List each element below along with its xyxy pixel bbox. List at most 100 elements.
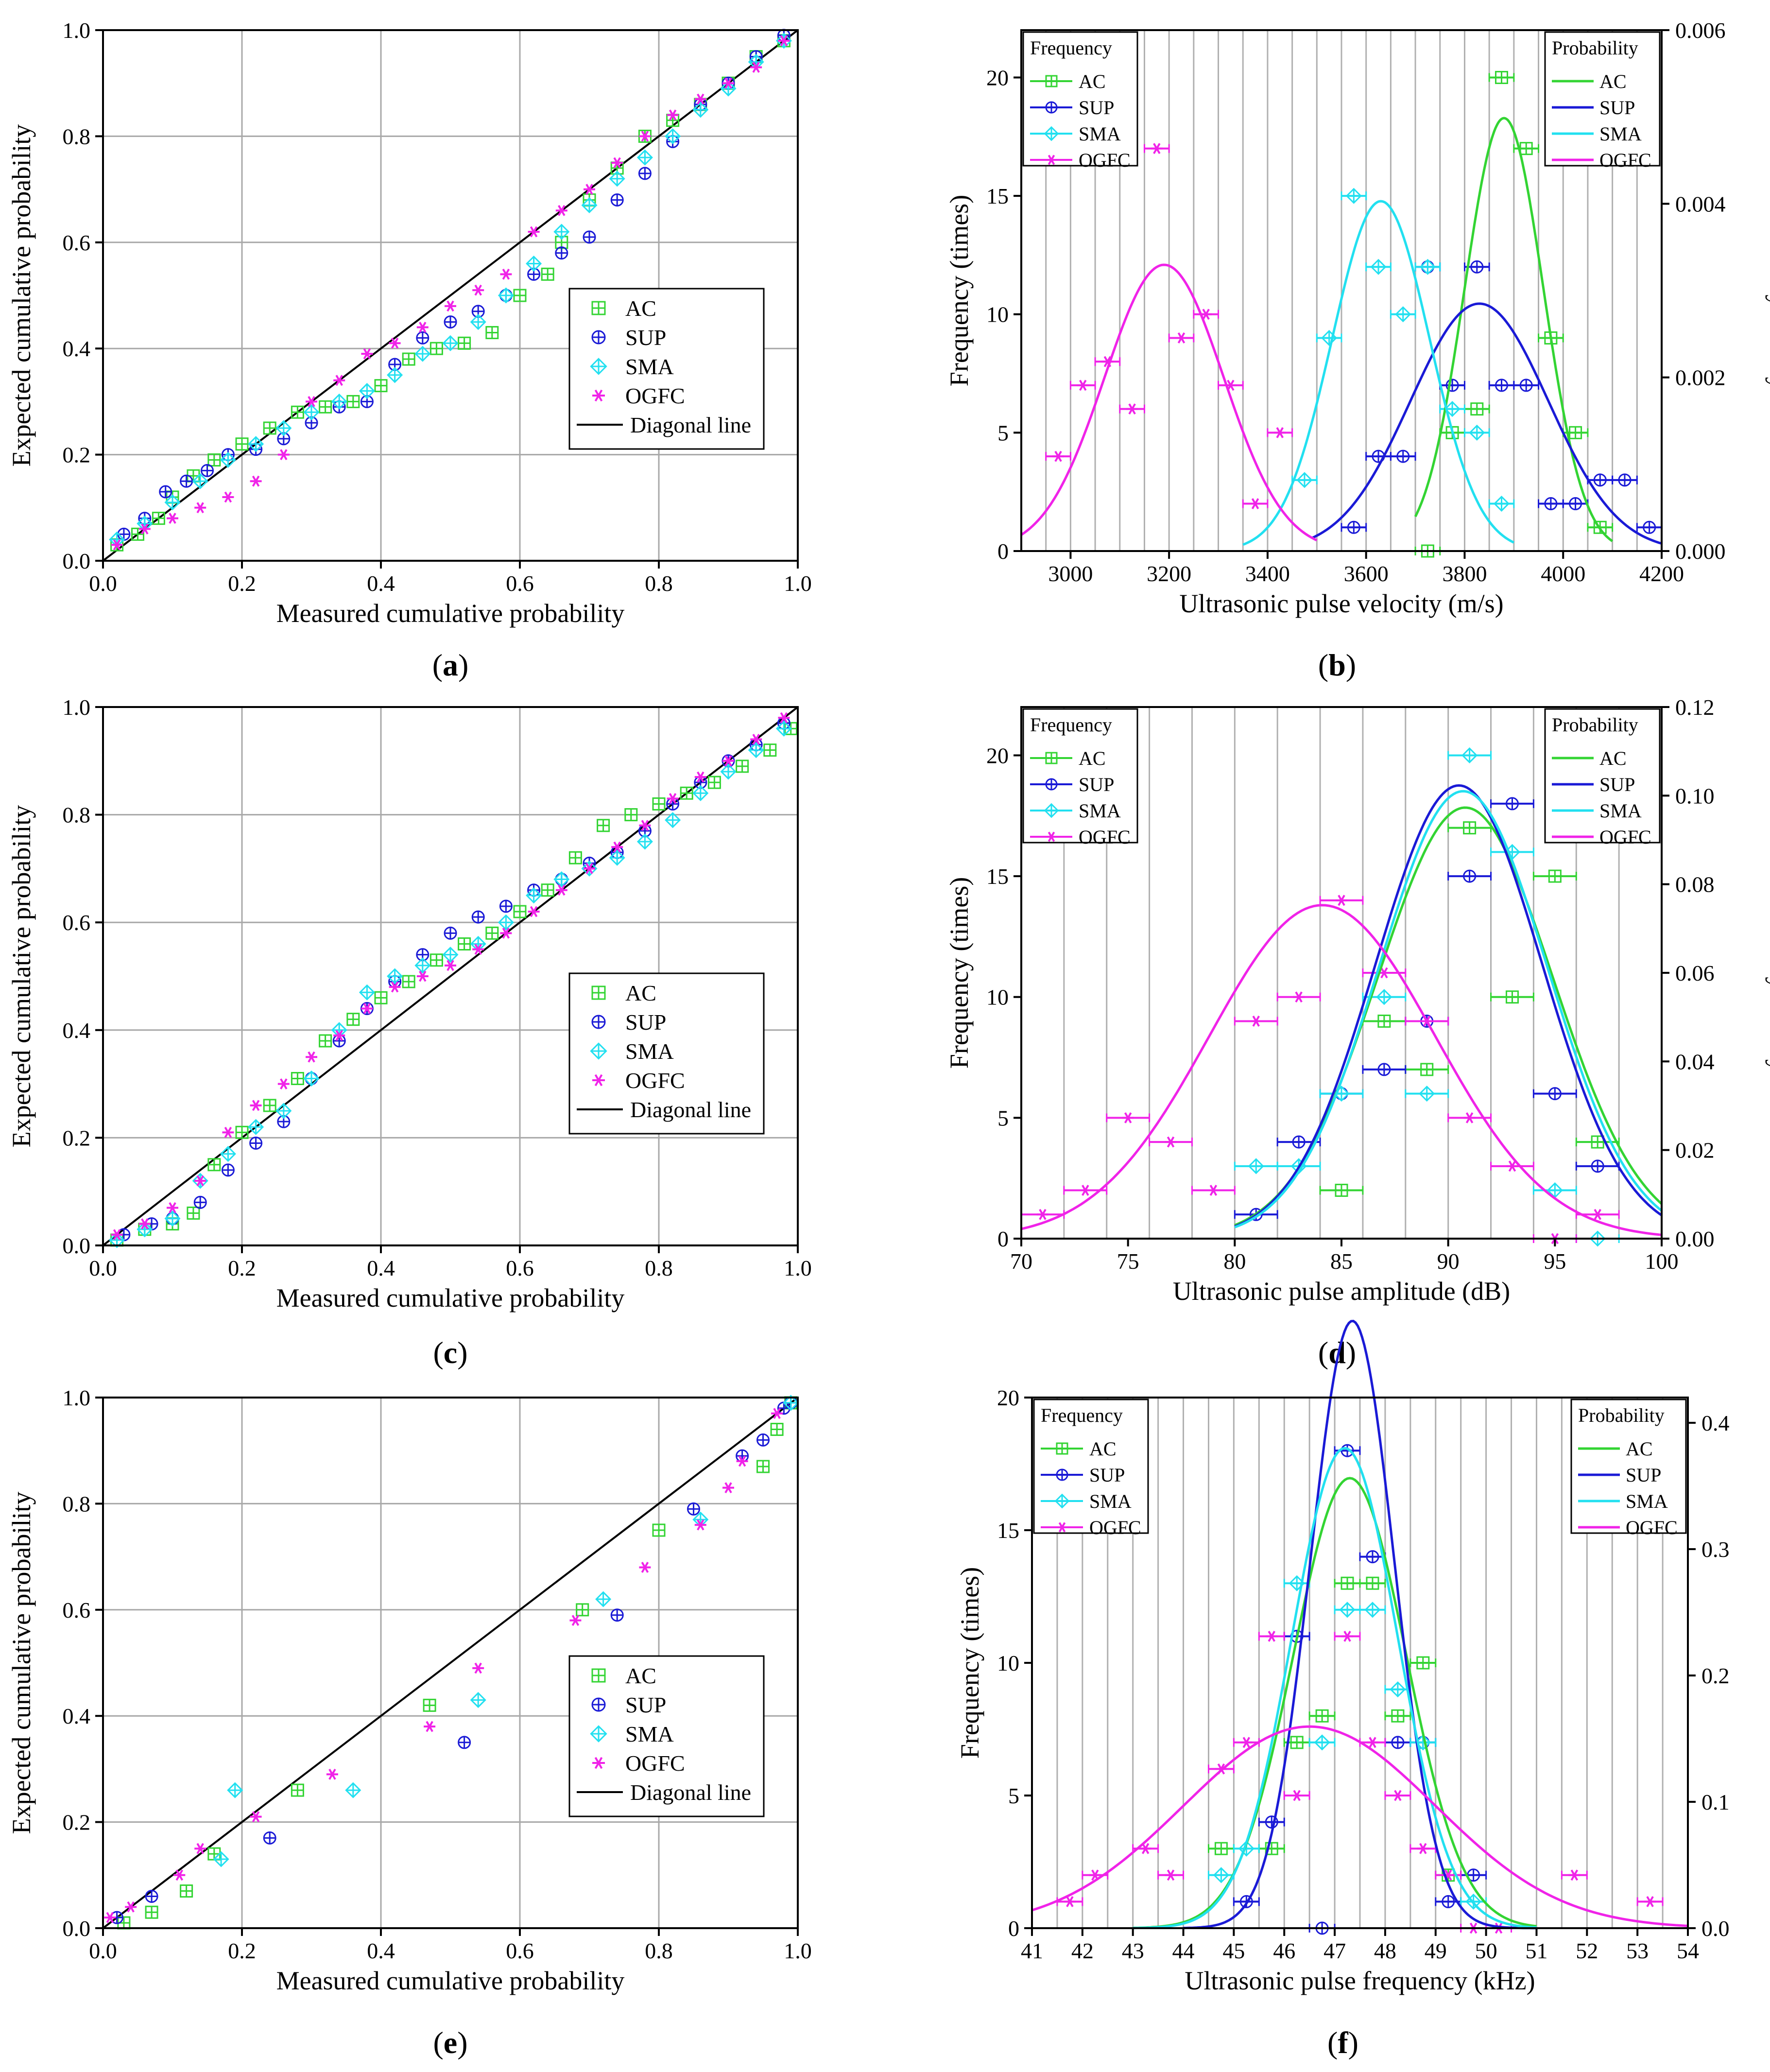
freq-point-sup xyxy=(1618,473,1632,487)
legend-label-sup: SUP xyxy=(1599,97,1635,119)
point-sup xyxy=(201,464,214,477)
y-tick-label: 0.8 xyxy=(63,1491,91,1516)
point-ogfc xyxy=(771,1408,783,1419)
point-sma xyxy=(345,1782,361,1798)
point-ac xyxy=(319,1034,332,1048)
panel-label-f: (f) xyxy=(1327,2025,1358,2060)
y-tick-label: 20 xyxy=(986,65,1009,90)
point-sma xyxy=(720,763,737,780)
point-ogfc xyxy=(333,1030,345,1041)
freq-point-ac xyxy=(1416,1656,1430,1670)
point-sma xyxy=(192,473,208,489)
legend-marker-ogfc xyxy=(1057,1522,1067,1533)
point-sup xyxy=(471,910,485,924)
point-ogfc xyxy=(555,205,567,216)
point-sma xyxy=(414,345,431,362)
point-ogfc xyxy=(778,35,790,47)
legend-label-sup: SUP xyxy=(1626,1464,1661,1486)
point-sup xyxy=(638,167,652,180)
freq-bin-ac xyxy=(1384,1709,1411,1723)
point-sma xyxy=(470,314,486,330)
legend-title-frequency: Frequency xyxy=(1030,714,1112,736)
point-ogfc xyxy=(667,109,679,121)
fit-curve-ogfc xyxy=(1020,263,1318,542)
x-tick-label: 3600 xyxy=(1344,561,1389,586)
legend-marker-sup xyxy=(1045,101,1058,114)
freq-bin-sma xyxy=(1359,1602,1386,1618)
legend-label-ac: AC xyxy=(1079,70,1106,92)
point-sma xyxy=(248,1119,264,1135)
point-sup xyxy=(555,246,568,260)
x-tick-label: 4000 xyxy=(1541,561,1585,586)
legend-marker-sup xyxy=(591,1697,606,1712)
freq-point-ogfc xyxy=(1151,143,1163,155)
freq-bin-ogfc xyxy=(1409,1843,1437,1854)
legend-marker-ogfc xyxy=(1046,155,1057,165)
freq-bin-sma xyxy=(1233,1840,1260,1857)
point-ac xyxy=(235,437,249,451)
point-sup xyxy=(444,926,457,940)
point-ac xyxy=(624,808,638,822)
point-sma xyxy=(636,149,653,166)
plot-frame xyxy=(102,706,799,1246)
legend-label-sma: SMA xyxy=(625,354,674,379)
point-ogfc xyxy=(445,300,456,312)
freq-bin-sma xyxy=(1283,1575,1310,1591)
freq-point-ogfc xyxy=(1200,309,1212,320)
point-sma xyxy=(220,1146,236,1162)
legend-label-ogfc: OGFC xyxy=(625,1751,685,1776)
freq-bin-sup xyxy=(1575,1159,1620,1173)
x-tick-label: 0.6 xyxy=(506,571,534,596)
freq-point-sup xyxy=(1391,1736,1405,1749)
freq-point-sma xyxy=(1395,306,1411,323)
y2-tick-label: 0.002 xyxy=(1675,365,1726,390)
point-ogfc xyxy=(333,375,345,386)
point-ac xyxy=(597,819,610,832)
panel-label-e: (e) xyxy=(433,2025,467,2060)
freq-bin-ac xyxy=(1405,1063,1449,1076)
point-sup xyxy=(756,1433,770,1447)
point-ogfc xyxy=(389,981,401,993)
point-ac xyxy=(485,926,499,940)
legend-label-ac: AC xyxy=(625,981,656,1005)
freq-bin-ac xyxy=(1359,1576,1386,1590)
y-tick-label: 5 xyxy=(1008,1783,1019,1808)
y2-axis-title: Probability density xyxy=(1765,873,1770,1072)
point-sma xyxy=(526,887,542,904)
point-ac xyxy=(346,395,360,408)
point-ogfc xyxy=(528,906,540,917)
legend-label-ogfc: OGFC xyxy=(1079,826,1131,848)
freq-bin-ac xyxy=(1490,990,1534,1004)
point-ogfc xyxy=(694,1519,706,1531)
point-ac xyxy=(131,527,144,541)
freq-point-sup xyxy=(1643,520,1656,534)
freq-bin-ogfc xyxy=(1069,380,1096,391)
legend-label-sma: SMA xyxy=(1079,800,1121,822)
point-sma xyxy=(665,812,681,829)
histogram-plot-f: 41 42 43 44 45 46 47 48 49 50 51 52 53 54 0 5 10 15 20 0.0 0… xyxy=(955,1320,1730,1995)
point-ogfc xyxy=(222,1126,234,1138)
legend-label-sup: SUP xyxy=(625,1010,666,1035)
legend-marker-ac xyxy=(1045,752,1058,764)
legend: AC SUP SMA OGFC Diagonal line xyxy=(568,1655,765,1817)
point-ogfc xyxy=(111,539,123,551)
point-ac xyxy=(291,1072,304,1086)
freq-bin-ac xyxy=(1308,1709,1336,1723)
freq-point-ac xyxy=(1290,1736,1304,1749)
x-tick-label: 41 xyxy=(1021,1938,1043,1963)
point-sup xyxy=(263,1831,276,1845)
point-ac xyxy=(770,1423,784,1436)
freq-bin-sup xyxy=(1636,520,1663,534)
panel-label-b: (b) xyxy=(1318,648,1356,682)
point-ac xyxy=(207,1158,221,1172)
point-ac xyxy=(458,336,471,350)
point-ogfc xyxy=(194,502,206,514)
point-ogfc xyxy=(167,513,178,524)
freq-point-ogfc xyxy=(1378,967,1390,979)
legend-label-ogfc: OGFC xyxy=(625,383,685,408)
pp-plot-c: 0.0 0.2 0.4 0.6 0.8 1.0 0.0 0.2 0.4 0.6 0.8 1.0 Meas… xyxy=(7,695,812,1312)
freq-point-ogfc xyxy=(1463,1112,1476,1123)
point-sma xyxy=(595,1591,612,1607)
point-ogfc xyxy=(500,927,512,939)
point-sup xyxy=(117,527,131,541)
